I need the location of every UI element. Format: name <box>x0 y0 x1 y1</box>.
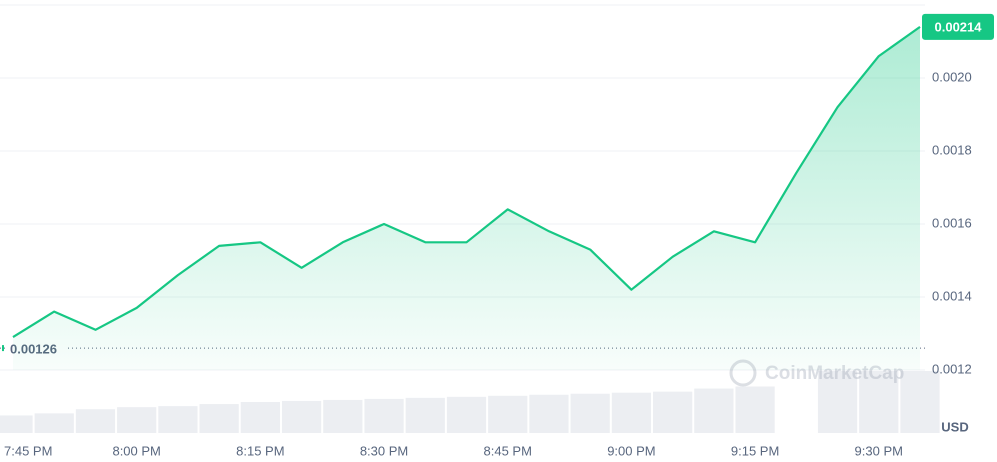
volume-bar <box>34 413 74 433</box>
volume-bar <box>488 395 528 433</box>
x-tick-label: 8:00 PM <box>112 443 160 458</box>
price-badge <box>922 13 994 40</box>
volume-bar <box>900 371 940 433</box>
x-tick-label: 8:15 PM <box>236 443 284 458</box>
volume-bar <box>281 400 322 433</box>
x-tick-label: 8:45 PM <box>484 443 532 458</box>
volume-bar <box>529 394 569 433</box>
volume-bar <box>570 393 610 433</box>
y-tick-label: 0.0014 <box>932 288 972 303</box>
x-tick-label: 8:30 PM <box>360 443 408 458</box>
volume-bar <box>735 386 775 433</box>
y-tick-label: 0.0020 <box>932 69 972 84</box>
watermark-text: CoinMarketCap <box>765 363 904 384</box>
y-tick-label: 0.0018 <box>932 142 972 157</box>
price-badge-label: 0.00214 <box>935 19 983 34</box>
x-tick-label: 9:00 PM <box>607 443 655 458</box>
volume-bar <box>611 392 652 433</box>
volume-bar <box>199 404 239 433</box>
volume-bar <box>653 391 693 433</box>
volume-bar <box>694 388 734 433</box>
watermark-logo <box>729 359 757 387</box>
volume-bar <box>158 406 198 433</box>
volume-bar <box>859 371 899 433</box>
x-tick-label: 9:15 PM <box>731 443 779 458</box>
price-line <box>12 26 921 339</box>
price-area <box>13 26 920 371</box>
volume-bar <box>364 398 404 433</box>
x-tick-label: 9:30 PM <box>855 443 903 458</box>
volume-bar <box>446 396 487 433</box>
y-tick-label: 0.0016 <box>932 215 972 230</box>
volume-bar <box>240 402 280 433</box>
currency-label: USD <box>941 419 968 434</box>
x-tick-label: 7:45 PM <box>4 443 52 458</box>
y-tick-label: 0.0012 <box>932 361 972 376</box>
volume-bar <box>75 409 116 433</box>
volume-bar <box>117 407 157 433</box>
watermark: CoinMarketCap <box>729 359 904 387</box>
volume-bar <box>0 415 33 433</box>
volume-bar <box>405 397 445 433</box>
volume-bar <box>817 371 858 433</box>
volume-bar <box>323 399 363 433</box>
